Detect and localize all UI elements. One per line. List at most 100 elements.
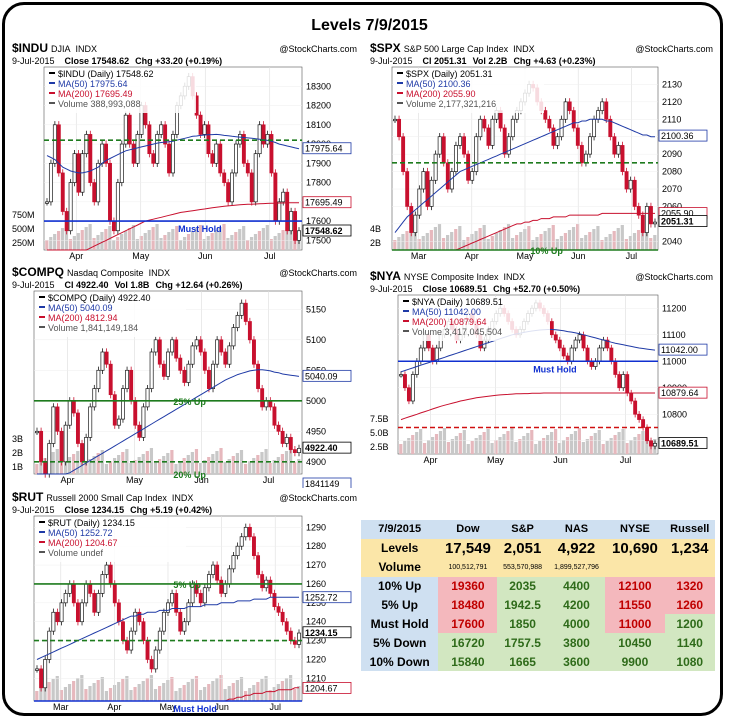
volume-bar [190,452,194,474]
price-tag [302,224,352,237]
volume-bar [393,240,397,250]
candle-body [141,406,146,438]
volume-bar [585,439,589,454]
candle-body [166,351,170,377]
month-label: Jun [214,702,229,712]
candle-body [490,118,495,146]
volume-bar [411,435,415,454]
table-cell: 553,570,988 [497,557,548,577]
price-tag-label: 2051.31 [661,217,694,227]
volume-bar [51,679,55,701]
volume-bar [256,455,260,474]
candle-body [55,406,60,432]
table-cell: 2,051 [497,538,548,558]
volume-bar [153,462,158,474]
volume-bar [519,232,523,250]
volume-bar [143,233,147,250]
volume-bar [423,443,427,454]
candle-body [227,345,232,365]
legend-entry: $NYA (Daily) 10689.51 [412,297,503,307]
level-label: Must Hold [173,704,217,714]
candle-body [474,136,479,172]
volume-bar [629,440,633,454]
chart-exchange: INDX [503,272,525,282]
volume-bar [409,228,413,250]
volume-tick-label: 500M [12,224,35,234]
legend-swatch [49,102,55,104]
volume-bar [260,452,264,474]
row-label: 5% Down [361,633,439,653]
level-label: Must Hold [533,364,577,374]
candle-body [52,124,57,164]
candle-body [413,214,418,233]
candle-body [430,347,435,362]
table-cell: 10,690 [605,538,665,558]
table-cell: 3600 [547,652,606,671]
candle-body [268,579,273,594]
legend-entry: MA(200) 4812.94 [48,313,118,323]
volume-bar [604,237,608,250]
table-corner-date: 7/9/2015 [361,520,439,539]
volume-bar [178,688,182,701]
volume-bar [49,237,53,250]
table-cell: 12100 [605,576,665,596]
candle-body [449,171,454,190]
volume-bar [88,459,92,474]
table-cell: 9900 [605,652,665,671]
month-label: Apr [465,251,479,261]
candle-body [276,424,281,432]
chart-chg: Chg +52.70 (+0.50%) [493,284,580,294]
candle-body [256,363,261,389]
chart-chg: Chg +4.63 (+0.23%) [513,56,595,66]
candle-body [644,206,649,233]
candle-body [628,179,633,190]
price-tag [302,196,352,209]
candle-body [498,110,503,129]
volume-bar [514,442,518,454]
table-column-header: NAS [547,520,606,539]
price-tag [302,591,352,604]
y-tick-label: 18100 [306,120,331,130]
y-tick-label: 2130 [662,79,682,89]
volume-bar [446,235,450,250]
candle-body [633,400,638,415]
candle-body [121,621,125,641]
volume-bars [35,675,301,701]
candle-body [92,388,97,408]
chart-svg-indu: $INDU DJIA INDX @StockCharts.com 9-Jul-2015 C… [12,41,357,261]
volume-bar [426,440,431,454]
candle-body [206,369,211,389]
volume-bar [581,442,585,454]
candle-body [284,437,289,444]
volume-bar [553,429,558,454]
month-label: Apr [69,251,83,261]
chart-name: Russell 2000 Small Cap Index [46,493,167,503]
candle-body [247,526,252,538]
legend-entry: MA(200) 1204.67 [48,538,118,548]
volume-tick-label: 750M [12,210,35,220]
volume-bar [551,225,555,250]
volume-bar [96,453,100,474]
volume-bar [458,226,462,250]
month-label: Mar [411,251,427,261]
candle-body [111,220,116,232]
chart-exchange: INDX [172,493,194,503]
volume-bar [108,461,113,474]
candle-body [186,602,191,623]
candle-body [35,668,39,671]
volume-bar [174,464,178,474]
volume-bar [88,686,92,701]
volume-bar [238,229,242,250]
row-label: 10% Down [361,652,439,671]
table-cell: 1320 [664,576,715,596]
candle-body [277,201,282,222]
candle-body [215,339,220,365]
volume-bar [413,225,417,250]
volume-bar [211,454,215,474]
volume-bar [127,228,132,250]
volume-bar [494,440,498,454]
volume-bar [539,234,543,250]
candle-body [170,593,175,604]
volume-bar [231,683,235,701]
candle-body [648,206,653,225]
